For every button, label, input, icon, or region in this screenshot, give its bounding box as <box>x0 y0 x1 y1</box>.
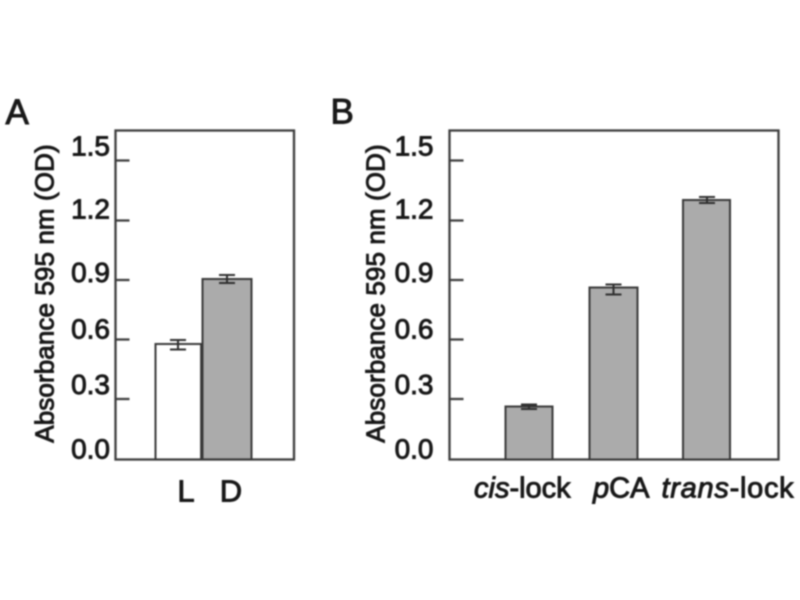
svg-text:0.9: 0.9 <box>71 257 110 288</box>
svg-text:Absorbance 595 nm (OD): Absorbance 595 nm (OD) <box>30 144 60 442</box>
svg-text:0.9: 0.9 <box>395 257 434 288</box>
svg-text:D: D <box>220 474 242 509</box>
svg-text:L: L <box>177 474 194 509</box>
svg-text:1.2: 1.2 <box>71 194 110 225</box>
svg-text:trans-lock: trans-lock <box>662 473 795 505</box>
svg-text:0.6: 0.6 <box>395 314 434 345</box>
svg-text:0.3: 0.3 <box>71 369 110 400</box>
svg-text:B: B <box>331 93 354 132</box>
svg-text:0.0: 0.0 <box>71 434 110 465</box>
svg-text:1.5: 1.5 <box>395 131 434 162</box>
svg-text:0.0: 0.0 <box>395 434 434 465</box>
svg-text:1.5: 1.5 <box>71 131 110 162</box>
svg-text:0.3: 0.3 <box>395 369 434 400</box>
svg-text:pCA: pCA <box>592 473 650 505</box>
svg-text:1.2: 1.2 <box>395 194 434 225</box>
svg-text:Absorbance 595 nm (OD): Absorbance 595 nm (OD) <box>361 144 391 442</box>
svg-text:cis-lock: cis-lock <box>474 473 571 505</box>
svg-text:0.6: 0.6 <box>71 314 110 345</box>
svg-text:A: A <box>6 93 30 132</box>
